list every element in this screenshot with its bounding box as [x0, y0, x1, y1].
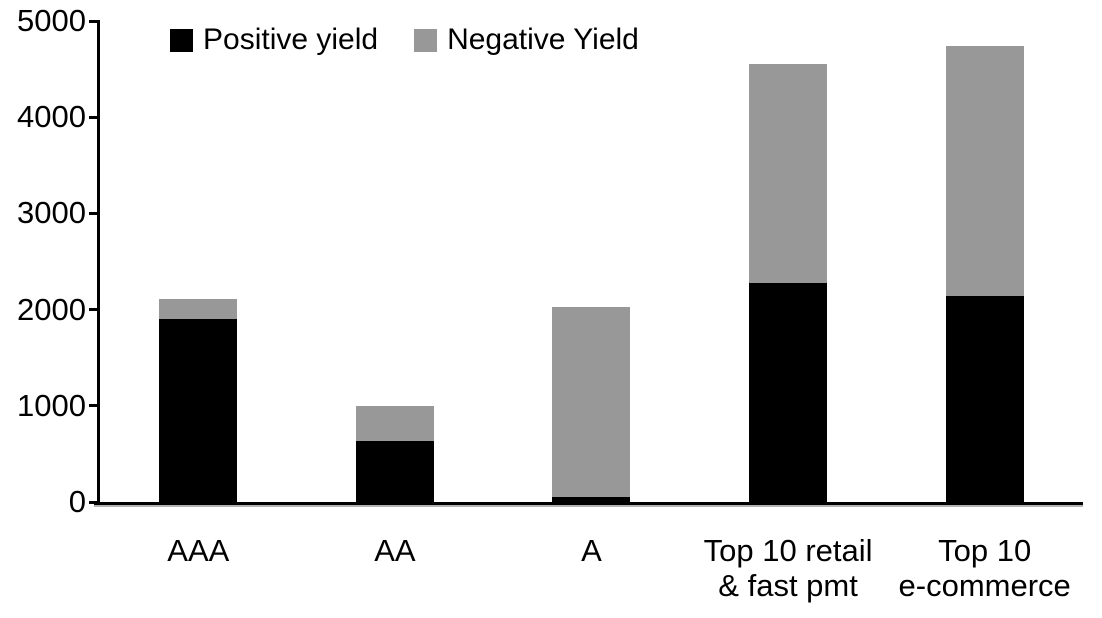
y-tick-mark	[89, 404, 100, 407]
x-axis-shadow	[94, 505, 1083, 507]
legend-swatch-icon	[414, 28, 438, 52]
y-tick-mark	[89, 501, 100, 504]
bar-segment-negative-yield	[552, 306, 631, 498]
legend-label: Negative Yield	[447, 23, 639, 56]
legend-item: Negative Yield	[414, 24, 639, 56]
y-tick-label: 4000	[17, 99, 86, 134]
bar-segment-negative-yield	[355, 405, 434, 442]
bar-segment-negative-yield	[749, 64, 828, 283]
bar-segment-negative-yield	[945, 46, 1024, 297]
bar-aa	[355, 405, 434, 502]
x-category-label-line: Top 10	[938, 533, 1032, 568]
y-tick-label: 1000	[17, 388, 86, 423]
y-tick-mark	[89, 116, 100, 119]
bar-slot	[297, 21, 494, 502]
legend-label: Positive yield	[203, 23, 379, 56]
bar-top-10-retail-fast-pmt	[749, 64, 828, 502]
y-tick-label: 2000	[17, 292, 86, 327]
plot-area	[100, 21, 1083, 502]
x-category-label-line: & fast pmt	[718, 568, 858, 603]
x-category-label-line: Top 10 retail	[703, 533, 873, 568]
bar-slot	[100, 21, 297, 502]
x-category-label: AA	[297, 533, 494, 603]
x-category-label-line: e-commerce	[898, 568, 1071, 603]
bar-a	[552, 306, 631, 502]
x-category-label: AAA	[100, 533, 297, 603]
legend-item: Positive yield	[170, 24, 378, 56]
y-tick-mark	[89, 20, 100, 23]
bar-slot	[886, 21, 1083, 502]
bar-aaa	[159, 299, 238, 502]
bar-segment-positive-yield	[355, 441, 434, 502]
bar-segment-positive-yield	[159, 319, 238, 502]
chart-legend: Positive yield Negative Yield	[170, 24, 639, 56]
bar-slot	[493, 21, 690, 502]
bars-layer	[100, 21, 1083, 502]
bar-segment-negative-yield	[159, 299, 238, 320]
y-axis-line	[97, 21, 100, 505]
y-tick-mark	[89, 308, 100, 311]
y-tick-mark	[89, 212, 100, 215]
x-category-label: A	[493, 533, 690, 603]
x-category-label-line: A	[581, 533, 602, 568]
bar-segment-positive-yield	[945, 296, 1024, 502]
bar-top-10-e-commerce	[945, 46, 1024, 502]
y-tick-label: 3000	[17, 195, 86, 230]
legend-swatch-icon	[170, 28, 193, 52]
x-category-label-line: AA	[374, 533, 416, 568]
y-tick-label: 5000	[17, 3, 86, 38]
bar-segment-positive-yield	[552, 497, 631, 502]
x-category-label-line: AAA	[167, 533, 230, 568]
bar-slot	[690, 21, 887, 502]
x-category-label: Top 10 retail & fast pmt	[690, 533, 887, 603]
bar-segment-positive-yield	[749, 282, 828, 502]
y-tick-label: 0	[68, 484, 86, 519]
x-axis-category-labels: AAA AA A Top 10 retail & fast pmt Top 10 e-com…	[100, 533, 1083, 603]
x-axis-line	[94, 502, 1083, 505]
x-category-label: Top 10 e-commerce	[886, 533, 1083, 603]
